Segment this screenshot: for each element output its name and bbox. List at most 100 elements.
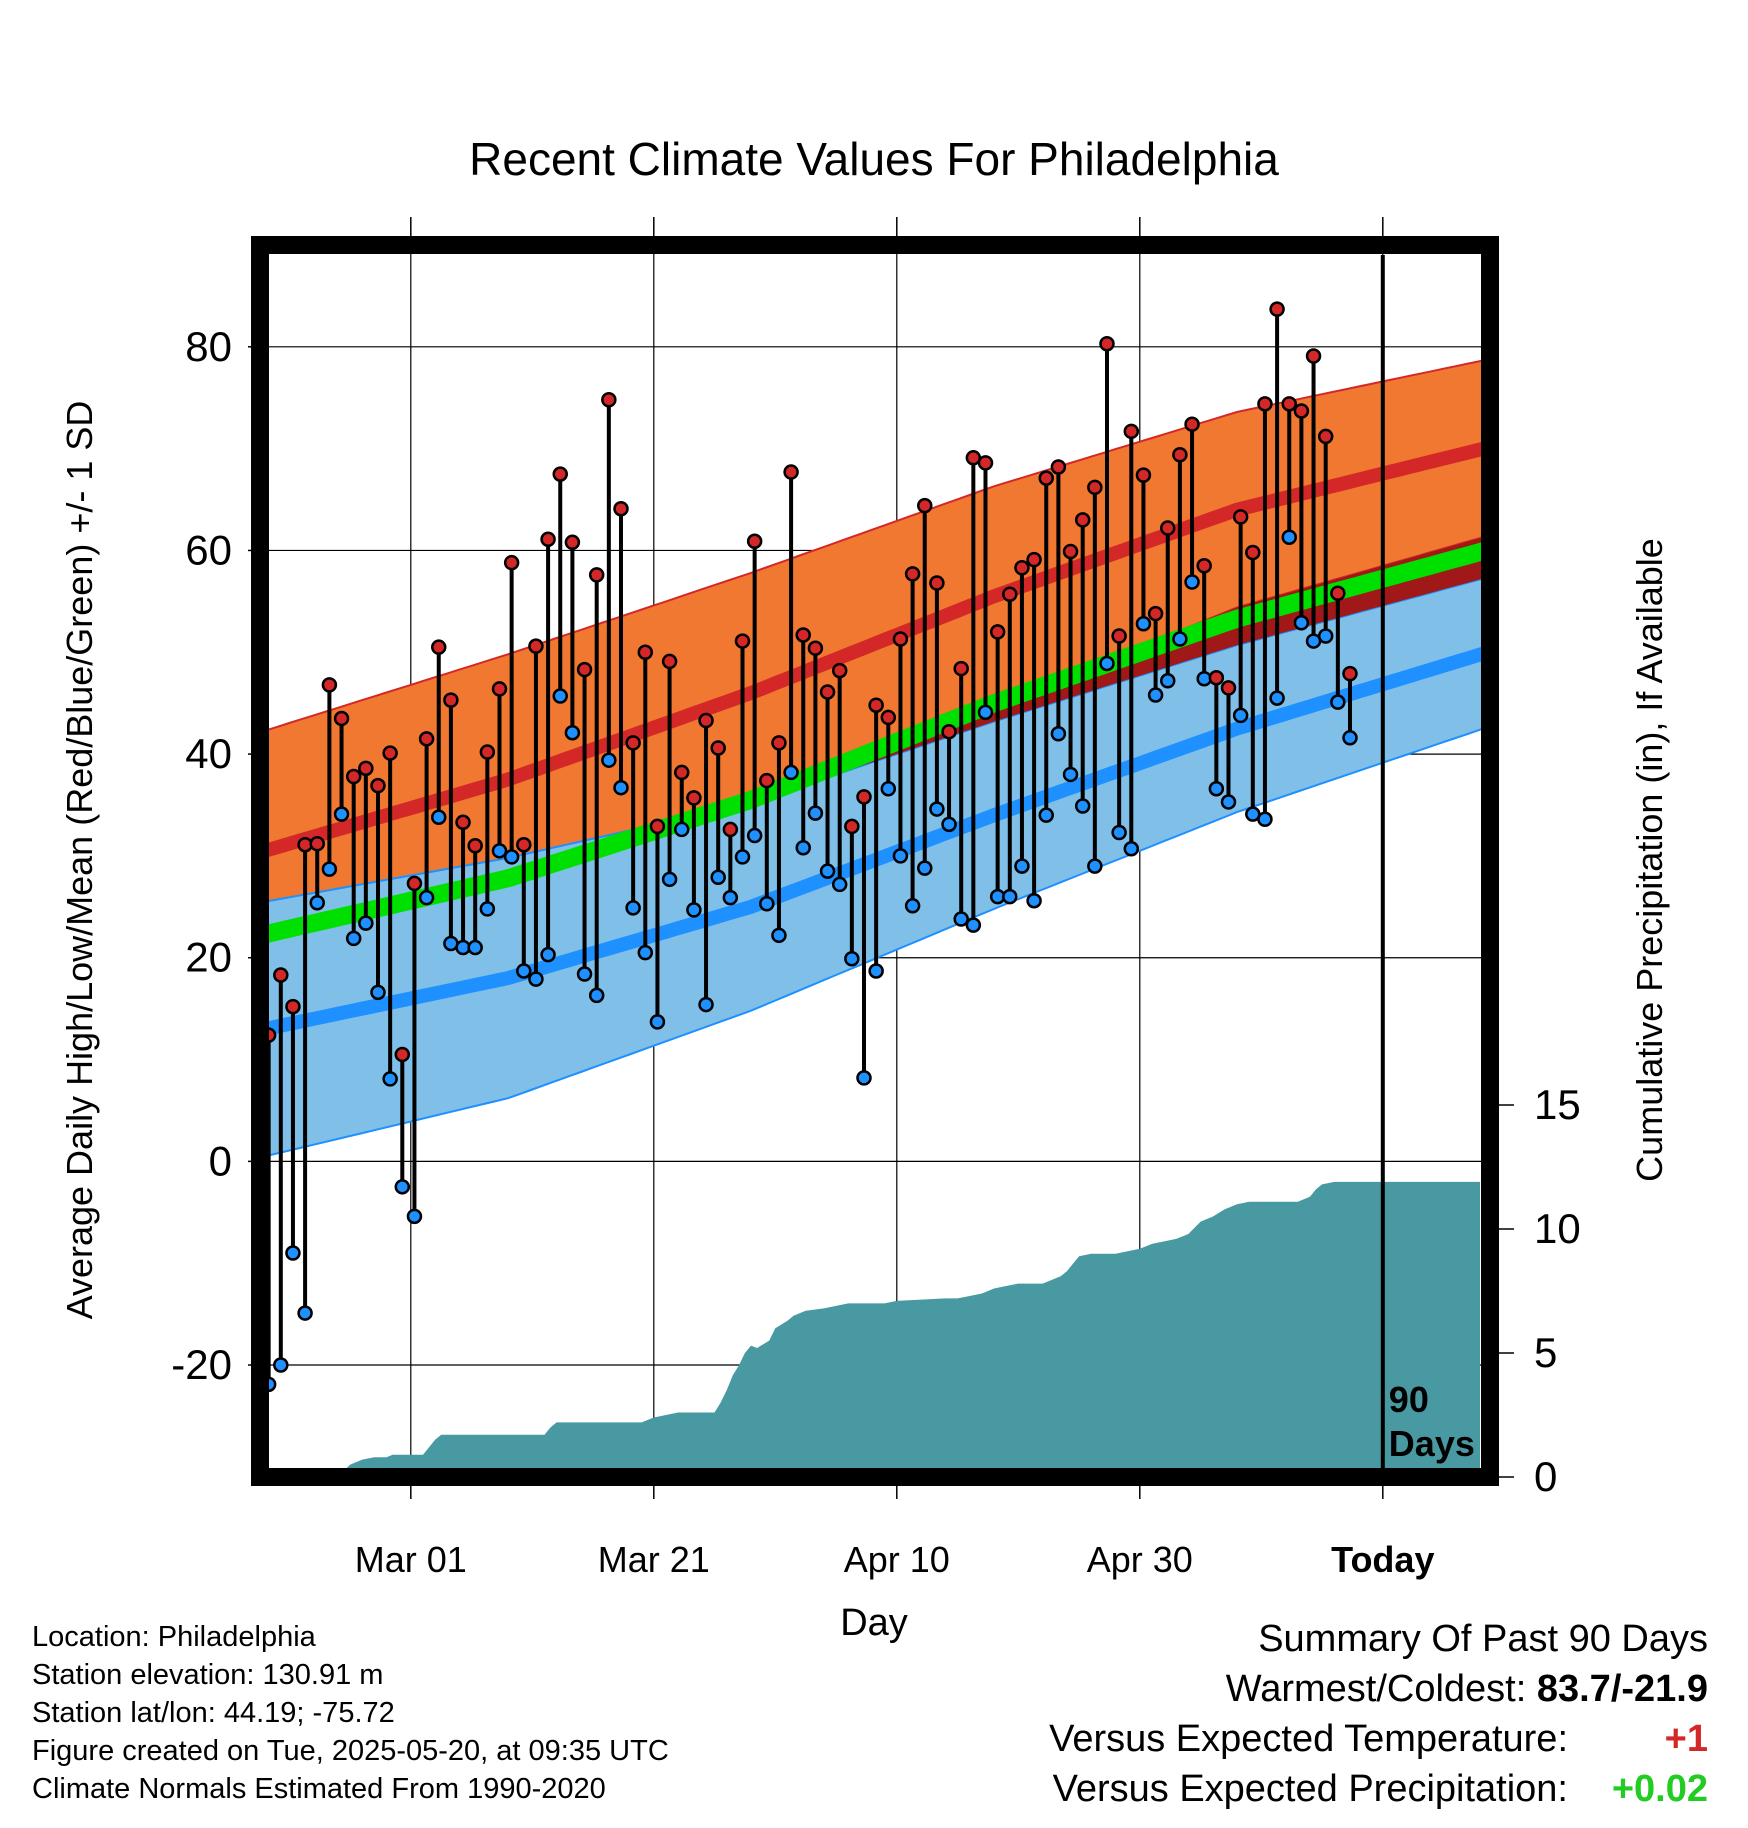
low-point [516, 963, 532, 979]
high-point [1281, 396, 1297, 412]
high-point [989, 624, 1006, 640]
low-point [807, 805, 824, 821]
high-point [953, 660, 969, 677]
high-point [1099, 336, 1115, 352]
high-point [1050, 459, 1067, 475]
precip-anomaly-value: +0.02 [1611, 1768, 1708, 1810]
low-point [273, 1357, 289, 1373]
y2-tick-label: 5 [1534, 1329, 1557, 1376]
today-days-word: Days [1389, 1423, 1475, 1464]
high-point [1172, 446, 1188, 463]
high-point [1232, 509, 1249, 525]
x-tick-label: Mar 21 [598, 1539, 710, 1580]
low-point [771, 927, 787, 944]
high-point [528, 638, 544, 654]
temp-anomaly-row: Versus Expected Temperature: +1 [1049, 1714, 1708, 1764]
low-point [394, 1179, 411, 1195]
low-point [1257, 811, 1273, 828]
low-point [625, 900, 641, 916]
plot-frame [251, 236, 1499, 1486]
high-point [759, 772, 775, 789]
low-point [892, 848, 909, 864]
precipitation-area [265, 1181, 1480, 1477]
high-point [1014, 560, 1030, 576]
high-point [783, 464, 799, 480]
low-point [467, 939, 483, 956]
low-point [746, 827, 763, 844]
low-point [904, 898, 921, 914]
high-point [771, 735, 787, 751]
high-point [649, 818, 666, 835]
high-point [1074, 512, 1091, 528]
warmest-value: 83.7/-21.9 [1536, 1668, 1708, 1710]
low-point [686, 902, 702, 918]
high-point [734, 633, 751, 649]
low-point [370, 984, 386, 1001]
high-point [1208, 669, 1225, 686]
low-point [1074, 798, 1091, 814]
high-point [868, 697, 884, 713]
low-point [1002, 888, 1018, 905]
high-point [1026, 551, 1042, 568]
low-point [953, 911, 969, 927]
high-point [443, 692, 459, 708]
high-point [892, 631, 909, 647]
low-point [759, 896, 775, 912]
high-point [1317, 428, 1334, 445]
low-point [479, 901, 496, 917]
low-point [1220, 794, 1237, 810]
y-tick-label: 20 [185, 934, 232, 981]
normals-text: Climate Normals Estimated From 1990-2020 [32, 1773, 606, 1805]
created-text: Figure created on Tue, 2025-05-20, at 09… [32, 1735, 669, 1767]
low-point [601, 752, 617, 768]
warmest-coldest-row: Warmest/Coldest: 83.7/-21.9 [1049, 1664, 1708, 1714]
high-point [1159, 520, 1176, 536]
low-point [856, 1070, 872, 1086]
high-point [916, 497, 933, 514]
high-point [1002, 586, 1018, 602]
low-point [333, 806, 350, 822]
low-point [1159, 673, 1176, 689]
high-point [831, 662, 848, 679]
low-point [345, 930, 362, 947]
warmest-label: Warmest/Coldest: [1225, 1668, 1537, 1710]
high-point [455, 814, 471, 831]
low-point [1026, 892, 1042, 909]
y2-tick-label: 15 [1534, 1081, 1581, 1128]
low-point [710, 869, 726, 886]
low-point [929, 801, 945, 817]
high-point [1220, 680, 1237, 696]
low-point [1099, 655, 1115, 672]
high-point [904, 566, 921, 582]
low-point [1087, 858, 1103, 874]
low-point [576, 966, 593, 982]
high-point [540, 531, 556, 548]
today-days-number: 90 [1389, 1379, 1429, 1420]
high-point [309, 835, 325, 852]
latlon-text: Station lat/lon: 44.19; -75.72 [32, 1697, 395, 1729]
low-point [916, 860, 933, 876]
daily-markers [260, 301, 1358, 1393]
low-point [1062, 766, 1079, 783]
high-point [285, 998, 301, 1015]
high-point [1111, 628, 1127, 644]
y-tick-label: 0 [209, 1137, 232, 1184]
low-point [1281, 529, 1297, 545]
elevation-text: Station elevation: 130.91 m [32, 1659, 384, 1691]
low-point [540, 946, 556, 963]
low-point [722, 889, 739, 906]
high-point [406, 875, 423, 892]
low-point [1184, 574, 1200, 590]
low-point [321, 861, 338, 877]
chart-title: Recent Climate Values For Philadelphia [469, 133, 1279, 185]
low-point [491, 843, 508, 859]
y-tick-label: -20 [171, 1341, 232, 1388]
high-point [564, 534, 581, 551]
low-point [698, 996, 714, 1013]
summary-panel: Summary Of Past 90 Days Warmest/Coldest:… [1049, 1614, 1708, 1814]
low-point [588, 987, 605, 1004]
y-tick-label: 80 [185, 323, 232, 370]
low-point [868, 963, 884, 979]
high-point [1257, 396, 1273, 412]
